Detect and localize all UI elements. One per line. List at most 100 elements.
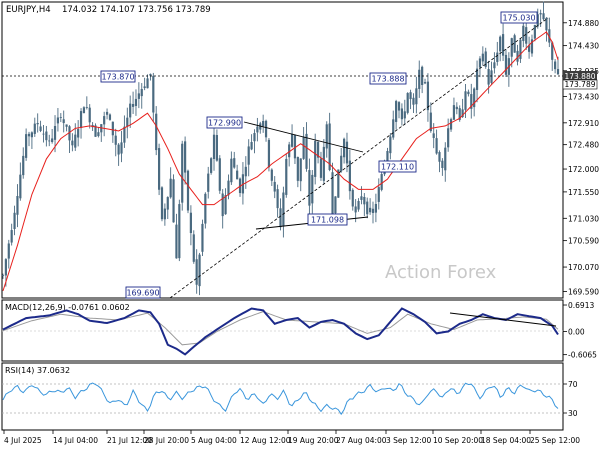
candle-body <box>363 196 366 205</box>
candle-body <box>74 134 77 148</box>
macd-tick-label: 0.6913 <box>568 301 594 310</box>
candle-body <box>152 75 155 113</box>
candle-body <box>435 138 438 154</box>
candle-body <box>510 38 513 57</box>
time-tick-label: 14 Jul 04:00 <box>53 436 98 445</box>
candle-body <box>184 141 187 173</box>
candle-body <box>340 155 343 172</box>
candle-body <box>455 106 458 110</box>
candle-body <box>48 140 51 142</box>
price-tick-label: 170.590 <box>568 237 599 246</box>
candle-body <box>114 135 117 145</box>
candle-body <box>10 230 13 243</box>
rsi-pane[interactable] <box>1 362 564 431</box>
candle-body <box>475 68 479 90</box>
price-tick-label: 172.910 <box>568 119 599 128</box>
candle-body <box>513 35 516 53</box>
candle-body <box>305 133 308 169</box>
candle-body <box>331 172 334 215</box>
candle-body <box>192 234 195 262</box>
candle-body <box>311 174 314 204</box>
candle-body <box>545 17 548 31</box>
candle-body <box>13 212 16 229</box>
candle-body <box>432 133 435 138</box>
candle-body <box>62 119 65 124</box>
candle-body <box>186 170 190 211</box>
candle-body <box>79 111 83 129</box>
candle-body <box>499 36 502 52</box>
candle-body <box>221 193 224 217</box>
candle-body <box>207 173 210 192</box>
svg-text:173.880: 173.880 <box>564 72 595 81</box>
candle-body <box>59 117 62 118</box>
candle-body <box>56 117 60 124</box>
candle-body <box>461 109 464 118</box>
candle-body <box>71 140 74 146</box>
price-tick-label: 171.030 <box>568 214 599 223</box>
macd-pane[interactable] <box>1 299 564 362</box>
candle-body <box>250 142 253 150</box>
candle-body <box>447 128 450 148</box>
candle-body <box>325 124 328 149</box>
svg-text:173.888: 173.888 <box>371 75 404 84</box>
svg-text:171.098: 171.098 <box>311 216 344 225</box>
rsi-tick-label: 30 <box>568 409 578 418</box>
price-pane[interactable] <box>1 1 564 299</box>
candle-body <box>542 13 545 20</box>
candle-body <box>65 124 68 127</box>
candle-body <box>134 98 138 106</box>
candle-body <box>487 69 490 85</box>
price-tick-label: 169.590 <box>568 287 599 296</box>
candle-body <box>146 78 149 89</box>
candle-body <box>429 112 432 132</box>
price-annotation: 173.888 <box>369 72 407 85</box>
candle-body <box>449 119 453 130</box>
candle-body <box>236 170 239 180</box>
triangle-upper-line <box>243 121 364 153</box>
candle-body <box>516 50 519 62</box>
candle-body <box>389 136 392 154</box>
candle-body <box>397 102 401 111</box>
candle-body <box>406 93 409 113</box>
candle-body <box>496 52 499 62</box>
price-tick-label: 170.070 <box>568 263 599 272</box>
candle-body <box>539 13 542 15</box>
candle-body <box>105 111 109 115</box>
candle-body <box>441 160 444 169</box>
candle-body <box>458 108 461 120</box>
candle-body <box>314 140 317 177</box>
macd-divergence-line <box>449 312 557 327</box>
price-annotation: 175.030 <box>500 11 538 24</box>
candle-body <box>218 158 221 191</box>
candle-body <box>126 117 129 127</box>
price-tick-label: 172.480 <box>568 141 599 150</box>
reference-price-box: 173.880 <box>563 71 597 81</box>
candle-body <box>276 189 279 209</box>
chart-ohlc: 174.032 174.107 173.756 173.789 <box>62 5 211 15</box>
candle-body <box>296 156 299 181</box>
candle-body <box>438 152 441 162</box>
rsi-line <box>2 382 559 416</box>
candle-body <box>143 86 146 89</box>
candle-body <box>108 114 112 120</box>
candle-body <box>1 275 5 276</box>
candle-body <box>282 192 285 227</box>
candle-body <box>467 91 470 95</box>
rsi-title: RSI(14) 37.0632 <box>5 366 70 375</box>
candle-body <box>374 203 377 213</box>
candle-body <box>120 142 123 154</box>
candle-body <box>536 14 539 27</box>
candle-body <box>94 125 97 137</box>
time-tick-label: 18 Sep 04:00 <box>481 436 531 445</box>
time-tick-label: 25 Sep 12:00 <box>530 436 580 445</box>
macd-tick-label: 0.00 <box>568 327 585 336</box>
candle-body <box>33 123 36 134</box>
macd-tick-label: -0.6065 <box>568 351 597 360</box>
candle-body <box>7 243 10 259</box>
candle-body <box>175 224 178 259</box>
current-price-box: 173.789 <box>562 79 598 90</box>
candle-body <box>264 120 268 138</box>
candle-body <box>68 126 71 141</box>
